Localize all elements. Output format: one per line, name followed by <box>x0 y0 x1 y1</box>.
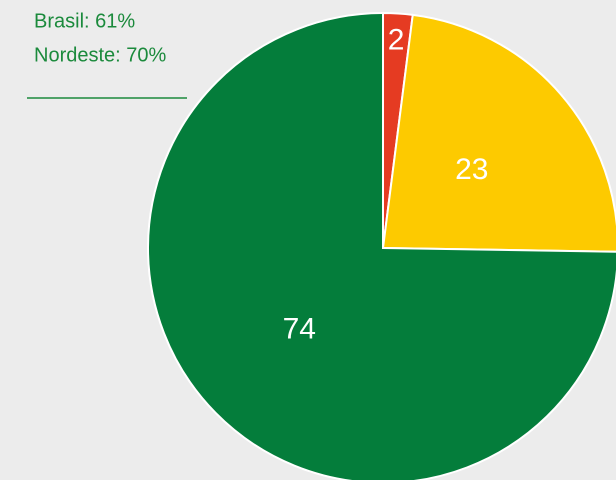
pie-slice <box>381 13 616 253</box>
annotation: Brasil: 61% <box>34 10 135 32</box>
slice-label: 74 <box>283 312 316 345</box>
pie-slice <box>147 11 616 480</box>
slice-label: 2 <box>388 24 405 57</box>
annotation: Nordeste: 70% <box>34 44 167 66</box>
slice-label: 23 <box>455 153 488 186</box>
